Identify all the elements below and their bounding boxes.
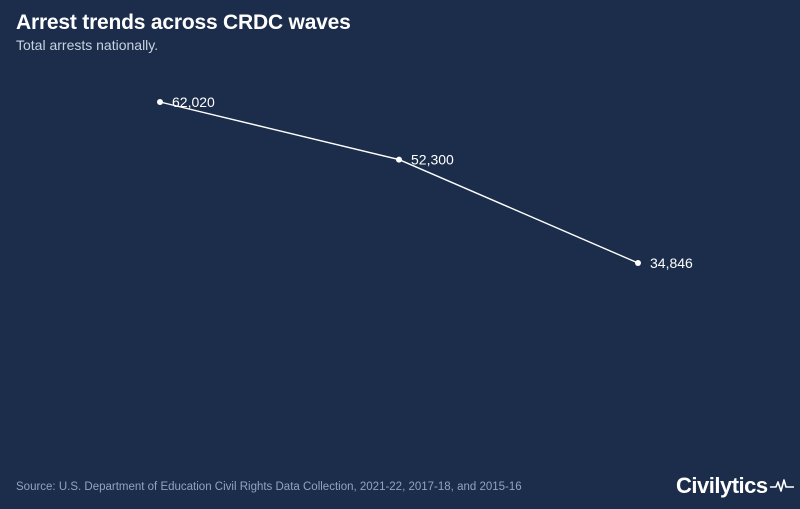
chart-title: Arrest trends across CRDC waves [16, 11, 351, 34]
brand-logo: Civilytics [676, 473, 794, 499]
data-label: 52,300 [411, 152, 454, 168]
data-label: 34,846 [650, 255, 693, 271]
chart-subtitle: Total arrests nationally. [16, 37, 159, 53]
data-point [635, 260, 641, 266]
data-point [396, 156, 402, 163]
data-point [157, 99, 163, 105]
data-label: 62,020 [172, 94, 215, 110]
source-note: Source: U.S. Department of Education Civ… [16, 481, 522, 493]
pulse-line-icon [769, 479, 794, 492]
brand-name: Civilytics [676, 473, 768, 498]
series-line [159, 101, 639, 264]
